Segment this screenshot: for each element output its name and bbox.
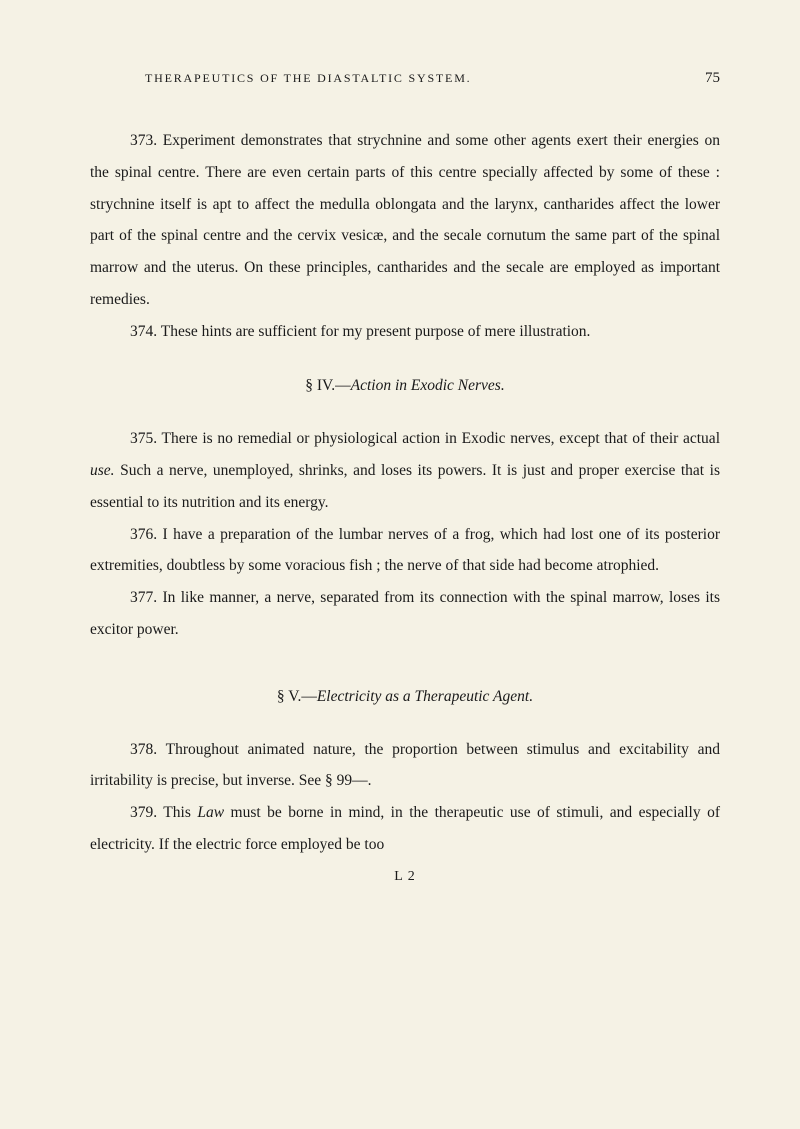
section-title: Electricity as a Therapeutic Agent. bbox=[317, 688, 533, 705]
text-run: Such a nerve, unemployed, shrinks, and l… bbox=[90, 462, 720, 511]
paragraph-377: 377. In like manner, a nerve, separated … bbox=[90, 582, 720, 646]
section-title: Action in Exodic Nerves. bbox=[351, 377, 505, 394]
section-prefix: § IV.— bbox=[305, 377, 350, 394]
running-head: THERAPEUTICS OF THE DIASTALTIC SYSTEM. bbox=[90, 71, 471, 86]
section-heading-v: § V.—Electricity as a Therapeutic Agent. bbox=[90, 688, 720, 706]
signature-mark: L 2 bbox=[90, 869, 720, 885]
paragraph-379: 379. This Law must be borne in mind, in … bbox=[90, 797, 720, 861]
italic-law: Law bbox=[197, 804, 224, 821]
paragraph-374: 374. These hints are sufficient for my p… bbox=[90, 316, 720, 348]
text-run: 375. There is no remedial or physiologic… bbox=[130, 430, 720, 447]
italic-use: use. bbox=[90, 462, 115, 479]
text-run: 379. This bbox=[130, 804, 197, 821]
paragraph-373: 373. Experiment demonstrates that strych… bbox=[90, 125, 720, 316]
page-container: THERAPEUTICS OF THE DIASTALTIC SYSTEM. 7… bbox=[0, 0, 800, 1129]
page-header: THERAPEUTICS OF THE DIASTALTIC SYSTEM. 7… bbox=[90, 70, 720, 87]
paragraph-378: 378. Throughout animated nature, the pro… bbox=[90, 734, 720, 798]
section-heading-iv: § IV.—Action in Exodic Nerves. bbox=[90, 377, 720, 395]
page-number: 75 bbox=[705, 70, 720, 87]
section-prefix: § V.— bbox=[277, 688, 317, 705]
paragraph-375: 375. There is no remedial or physiologic… bbox=[90, 423, 720, 518]
paragraph-376: 376. I have a preparation of the lumbar … bbox=[90, 519, 720, 583]
